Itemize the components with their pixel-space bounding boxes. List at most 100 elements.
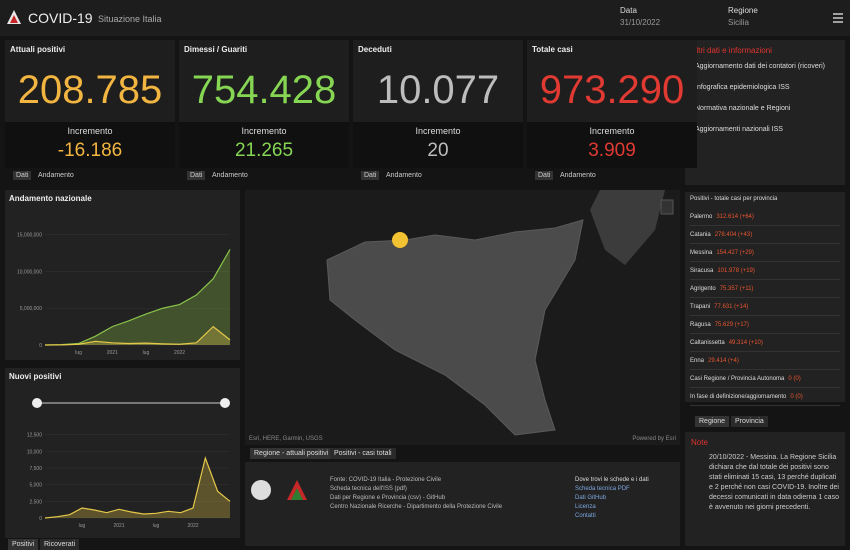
increment-value: 3.909 [588, 140, 636, 161]
x-tick-label: lug [75, 350, 82, 356]
y-tick-label: 12,500 [27, 433, 43, 439]
x-tick-label: 2022 [174, 350, 185, 356]
kpi-title: Attuali positivi [10, 45, 66, 54]
province-marker[interactable] [392, 232, 408, 248]
tab[interactable]: Regione [695, 416, 730, 427]
province-value: 75.629 (+17) [714, 321, 749, 328]
tab[interactable]: Positivi - casi totali [330, 448, 396, 459]
kpi-value: 973.290 [539, 68, 685, 112]
kpi-tab[interactable]: Dati [361, 171, 380, 180]
source-text: Fonte: COVID-19 Italia - Protezione Civi… [330, 476, 560, 512]
x-tick-label: lug [143, 350, 150, 356]
info-link[interactable]: Aggiornamenti nazionali ISS [695, 126, 783, 133]
kpi-tab[interactable]: Andamento [212, 172, 248, 179]
province-name: Ragusa [690, 321, 711, 328]
province-value: 278.404 (+43) [714, 231, 753, 238]
note-panel: Note 20/10/2022 - Messina. La Regione Si… [685, 432, 845, 546]
source-link[interactable]: Licenza [575, 504, 596, 510]
increment-value: 21.265 [234, 140, 294, 161]
kpi-tab[interactable]: Andamento [386, 172, 422, 179]
y-tick-label: 2,500 [29, 499, 42, 505]
links-title: Dove trovi le schede e i dati [575, 477, 649, 483]
source-line: Fonte: COVID-19 Italia - Protezione Civi… [330, 477, 442, 483]
y-tick-label: 10,000 [27, 449, 43, 455]
info-link[interactable]: Infografica epidemiologica ISS [695, 84, 790, 91]
increment-label: Incremento [241, 126, 287, 136]
info-link[interactable]: Aggiornamento dati dei contatori (ricove… [695, 63, 825, 70]
region-label: Regione [728, 6, 758, 15]
kpi-card: Attuali positivi 208.785 Incremento -16.186 [5, 40, 175, 168]
line [44, 455, 231, 519]
province-row: Enna 29.414 (+4) [690, 352, 840, 370]
header: COVID-19 Situazione Italia Data 31/10/20… [0, 0, 850, 36]
tab[interactable]: Provincia [731, 416, 768, 427]
tab[interactable]: Positivi [8, 539, 39, 550]
y-tick-label: 0 [39, 516, 42, 522]
y-tick-label: 5,000,000 [20, 306, 42, 312]
province-row: Messina 154.427 (+29) [690, 244, 840, 262]
new-cases-panel: Nuovi positivi 0 2,500 5,000 7,500 10,000 12,… [5, 368, 240, 538]
y-tick-label: 7,500 [29, 466, 42, 472]
tab[interactable]: Regione - attuali positivi [250, 448, 333, 459]
province-name: Casi Regione / Provincia Autonoma [690, 375, 785, 382]
kpi-tab[interactable]: Andamento [560, 172, 596, 179]
source-link[interactable]: Dati GitHub [575, 495, 607, 501]
chart-title: Andamento nazionale [9, 194, 92, 203]
increment-value: 20 [427, 140, 449, 161]
province-name: Messina [690, 249, 713, 256]
province-row: Palermo 312.614 (+64) [690, 208, 840, 226]
chart-title: Nuovi positivi [9, 372, 62, 381]
map[interactable]: Esri, HERE, Garmin, USGS Powered by Esri [245, 190, 680, 445]
national-chart-panel: Andamento nazionale 0 5,000,000 10,000,000… [5, 190, 240, 360]
kpi-tab[interactable]: Dati [13, 171, 32, 180]
province-value: 154.427 (+29) [716, 249, 754, 256]
date-value[interactable]: 31/10/2022 [620, 18, 661, 27]
x-tick-label: 2021 [107, 350, 118, 356]
province-row: Caltanissetta 49.314 (+10) [690, 334, 840, 352]
source-links: Dove trovi le schede e i dati Scheda tec… [575, 476, 675, 521]
slider-handle[interactable] [32, 398, 42, 408]
region-value[interactable]: Sicilia [728, 18, 749, 27]
kpi-increment-box: Incremento -16.186 [5, 122, 175, 168]
province-value: 49.314 (+10) [728, 339, 763, 346]
province-value: 77.631 (+14) [714, 303, 749, 310]
kpi-tab[interactable]: Dati [535, 171, 554, 180]
kpi-tab[interactable]: Dati [187, 171, 206, 180]
kpi-title: Totale casi [532, 45, 573, 54]
province-name: Agrigento [690, 285, 716, 292]
app-subtitle: Situazione Italia [98, 14, 162, 24]
map-button[interactable] [660, 199, 674, 215]
province-value: 312.614 (+64) [716, 213, 754, 220]
source-link[interactable]: Scheda tecnica PDF [575, 486, 630, 492]
source-line: Centro Nazionale Ricerche - Dipartimento… [330, 504, 503, 510]
increment-label: Incremento [589, 126, 635, 136]
y-tick-label: 0 [39, 343, 42, 349]
slider-handle[interactable] [220, 398, 230, 408]
province-row: Agrigento 75.357 (+11) [690, 280, 840, 298]
info-link[interactable]: Normativa nazionale e Regioni [695, 105, 791, 112]
map-attribution: Esri, HERE, Garmin, USGS [249, 436, 323, 442]
area [45, 458, 230, 518]
region-shape[interactable] [326, 219, 584, 436]
province-value: 0 (0) [790, 393, 803, 400]
tab[interactable]: Ricoverati [40, 539, 80, 550]
kpi-card: Totale casi 973.290 Incremento 3.909 [527, 40, 697, 168]
province-value: 75.357 (+11) [719, 285, 754, 292]
kpi-title: Dimessi / Guariti [184, 45, 248, 54]
source-link[interactable]: Contatti [575, 513, 596, 519]
national-chart: 0 5,000,000 10,000,000 15,000,000 lug 2021 lug… [17, 233, 231, 356]
source-line: Dati per Regione e Provincia (csv) - Git… [330, 495, 446, 501]
province-row: In fase di definizione/aggiornamento 0 (0… [690, 388, 840, 406]
province-name: Catania [690, 231, 711, 238]
date-label: Data [620, 6, 637, 15]
x-tick-label: lug [153, 523, 160, 529]
province-value: 29.414 (+4) [708, 357, 739, 364]
menu-icon[interactable] [832, 12, 844, 24]
line [44, 325, 231, 346]
y-tick-label: 10,000,000 [17, 269, 42, 275]
info-title: Altri dati e informazioni [691, 46, 772, 55]
increment-value: -16.186 [57, 140, 123, 161]
province-row: Catania 278.404 (+43) [690, 226, 840, 244]
new-cases-chart: 0 2,500 5,000 7,500 10,000 12,500 lug 2021 lug 20… [27, 398, 231, 529]
kpi-tab[interactable]: Andamento [38, 172, 74, 179]
